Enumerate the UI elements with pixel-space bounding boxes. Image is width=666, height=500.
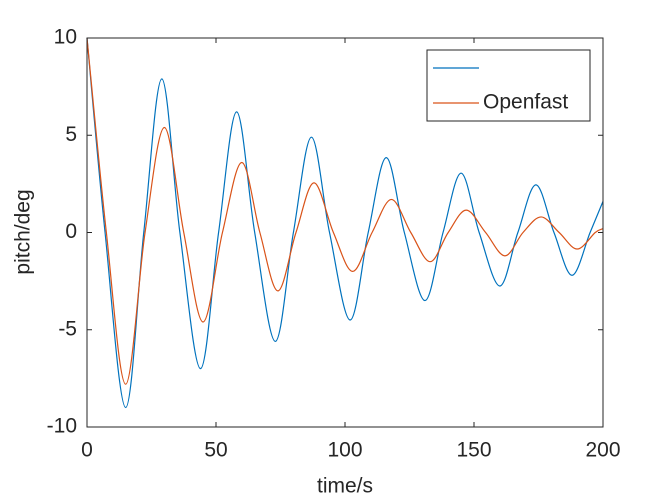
y-tick-label: 0 [65, 220, 77, 243]
x-tick-label: 200 [585, 439, 620, 462]
y-tick-label: -10 [47, 415, 77, 438]
legend-label: Openfast [483, 91, 568, 114]
y-axis-label: pitch/deg [12, 189, 35, 274]
y-tick-label: 5 [65, 123, 77, 146]
y-tick-label: 10 [54, 26, 77, 49]
x-tick-label: 0 [81, 439, 93, 462]
series-line [86, 37, 604, 409]
legend-box [426, 49, 591, 122]
y-tick-label: -5 [58, 317, 77, 340]
axes-frame [86, 37, 604, 428]
x-tick-label: 100 [327, 439, 362, 462]
series-line [86, 37, 604, 385]
x-tick-label: 50 [204, 439, 227, 462]
x-tick-label: 150 [456, 439, 491, 462]
x-axis-label: time/s [317, 475, 373, 498]
